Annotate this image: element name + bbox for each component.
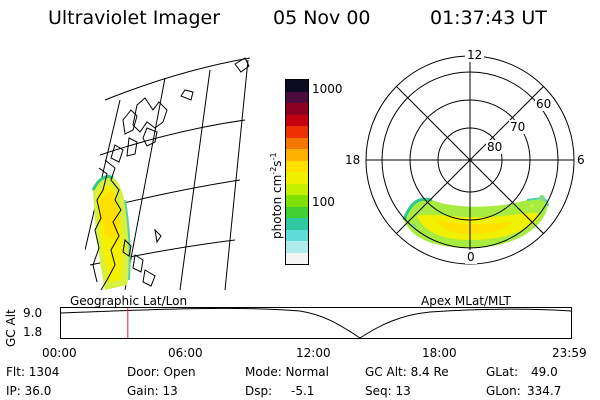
door-info: Door: Open bbox=[127, 365, 196, 379]
x-tick-0000: 00:00 bbox=[42, 346, 77, 360]
glon-label: GLon: bbox=[486, 384, 521, 398]
colorbar-tick-100: 100 bbox=[312, 195, 335, 209]
colorbar-tick-1000: 1000 bbox=[312, 82, 343, 96]
dsp-value: -5.1 bbox=[291, 384, 315, 398]
colorbar-segment bbox=[286, 229, 308, 241]
gain-info: Gain: 13 bbox=[127, 384, 178, 398]
mlt-label-18: 18 bbox=[345, 153, 361, 167]
x-tick-1200: 12:00 bbox=[296, 346, 331, 360]
mlat-label-60: 60 bbox=[535, 97, 553, 111]
y-tick-top: 9.0 bbox=[23, 306, 43, 320]
dsp-label: Dsp: bbox=[245, 384, 273, 398]
colorbar-segment bbox=[286, 91, 308, 103]
polar-aurora-plot bbox=[365, 55, 575, 265]
y-tick-bottom: 1.8 bbox=[23, 325, 43, 339]
colorbar-segment bbox=[286, 114, 308, 126]
colorbar-segment bbox=[286, 172, 308, 184]
time-label: 01:37:43 UT bbox=[430, 7, 547, 29]
mlat-label-80: 80 bbox=[486, 140, 504, 154]
instrument-title: Ultraviolet Imager bbox=[48, 7, 221, 29]
x-tick-1800: 18:00 bbox=[422, 346, 457, 360]
colorbar-segment bbox=[286, 137, 308, 149]
mlat-label-70: 70 bbox=[509, 120, 527, 134]
mlt-label-6: 6 bbox=[577, 153, 585, 167]
x-tick-2359: 23:59 bbox=[552, 346, 587, 360]
colorbar-segment bbox=[286, 126, 308, 138]
colorbar-segment bbox=[286, 241, 308, 253]
mlt-label-0: 0 bbox=[465, 250, 477, 264]
apex-label: Apex MLat/MLT bbox=[421, 294, 511, 308]
colorbar-segment bbox=[286, 80, 308, 92]
colorbar-segment bbox=[286, 252, 308, 264]
colorbar-segment bbox=[286, 149, 308, 161]
gc-alt-axis-title: GC Alt bbox=[4, 309, 18, 347]
altitude-timeline bbox=[60, 307, 572, 339]
gc-alt-info: GC Alt: 8.4 Re bbox=[365, 365, 449, 379]
geographic-map bbox=[85, 57, 251, 290]
colorbar-segment bbox=[286, 183, 308, 195]
seq-info: Seq: 13 bbox=[365, 384, 411, 398]
ip-info: IP: 36.0 bbox=[6, 384, 52, 398]
colorbar-segment bbox=[286, 160, 308, 172]
date-label: 05 Nov 00 bbox=[273, 7, 371, 29]
glat-value: 49.0 bbox=[531, 365, 558, 379]
flight-info: Flt: 1304 bbox=[6, 365, 60, 379]
x-tick-0600: 06:00 bbox=[168, 346, 203, 360]
colorbar bbox=[285, 79, 309, 265]
colorbar-segment bbox=[286, 218, 308, 230]
glat-label: GLat: bbox=[486, 365, 519, 379]
colorbar-title: photon cm-2s-1 bbox=[269, 152, 284, 239]
colorbar-segment bbox=[286, 103, 308, 115]
colorbar-segment bbox=[286, 206, 308, 218]
colorbar-segment bbox=[286, 195, 308, 207]
glon-value: 334.7 bbox=[527, 384, 562, 398]
mlt-label-12: 12 bbox=[465, 48, 485, 62]
mode-info: Mode: Normal bbox=[245, 365, 329, 379]
geographic-label: Geographic Lat/Lon bbox=[70, 294, 188, 308]
